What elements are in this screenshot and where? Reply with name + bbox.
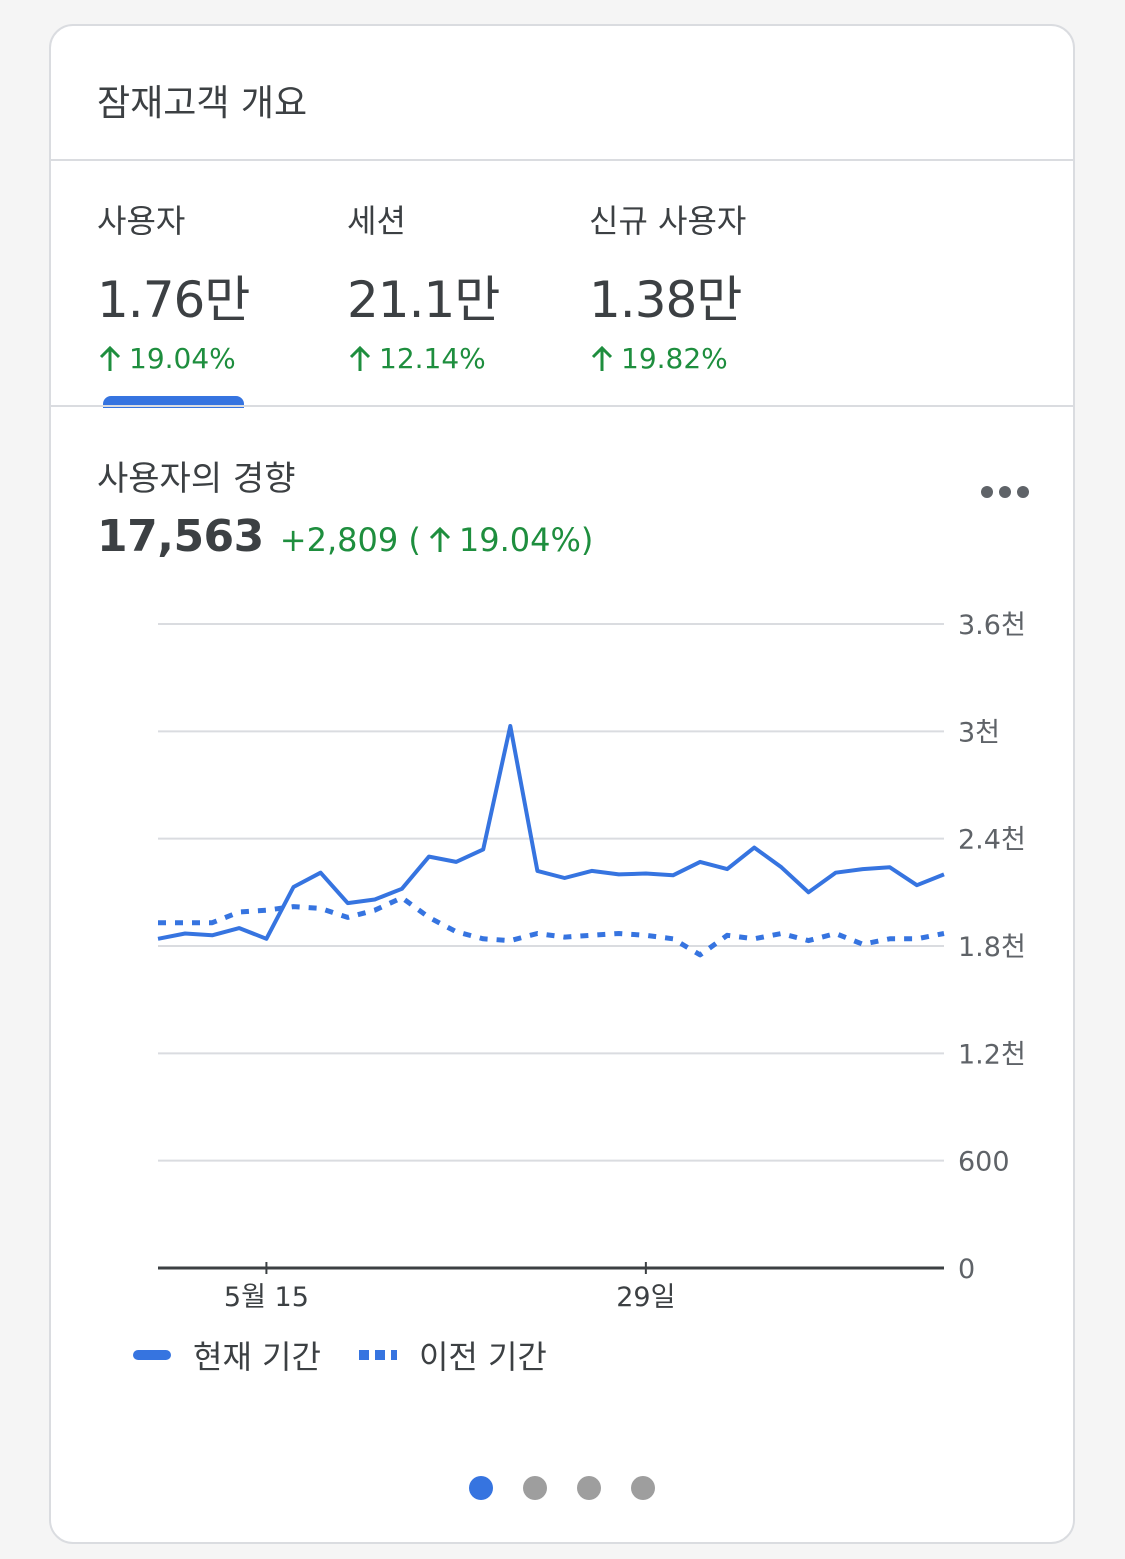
audience-overview-card: 잠재고객 개요 사용자 1.76만 19.04% 세션 21.1만 12.14%… (49, 24, 1075, 1544)
metric-label: 사용자 (97, 202, 186, 240)
y-tick-label: 3천 (958, 717, 1000, 748)
trend-change-prefix: +2,809 ( (279, 521, 421, 559)
chart-legend: 현재 기간 이전 기간 (133, 1332, 585, 1378)
legend-previous-label: 이전 기간 (418, 1338, 547, 1376)
y-tick-label: 3.6천 (958, 610, 1026, 641)
trend-change-pct: 19.04%) (458, 521, 594, 559)
x-tick-label: 5월 15 (224, 1282, 309, 1313)
pagination-dots (469, 1476, 655, 1500)
solid-line-swatch (133, 1350, 171, 1360)
metric-delta: 12.14% (347, 342, 499, 375)
trend-value: 17,563 (97, 511, 264, 562)
users-trend-chart: 3.6천 3천 2.4천 1.8천 1.2천 600 0 5월 15 29일 (157, 610, 1026, 1313)
arrow-up-icon (429, 526, 450, 552)
divider (51, 159, 1073, 161)
arrow-up-icon (99, 345, 121, 371)
metric-delta-value: 19.82% (621, 342, 728, 375)
metric-delta-value: 12.14% (379, 342, 486, 375)
arrow-up-icon (591, 345, 613, 371)
series-line-current (157, 724, 945, 941)
legend-current-label: 현재 기간 (193, 1338, 321, 1376)
pagination-dot[interactable] (469, 1476, 493, 1500)
metric-delta: 19.04% (97, 342, 249, 375)
pagination-dot[interactable] (577, 1476, 601, 1500)
x-tick-label: 29일 (616, 1282, 675, 1313)
trend-title: 사용자의 경향 (97, 459, 296, 499)
metric-delta-value: 19.04% (129, 342, 236, 375)
more-options-icon[interactable] (981, 478, 1041, 506)
metric-label: 신규 사용자 (589, 202, 747, 240)
trend-summary: 17,563 +2,809 ( 19.04%) (97, 511, 593, 562)
divider (51, 405, 1073, 407)
metric-tab-new-users[interactable]: 신규 사용자 1.38만 19.82% (589, 196, 746, 375)
pagination-dot[interactable] (523, 1476, 547, 1500)
y-tick-label: 600 (958, 1147, 1010, 1178)
series-line-previous (158, 895, 945, 958)
trend-change: +2,809 ( 19.04%) (280, 521, 594, 559)
dotted-line-swatch (358, 1350, 397, 1360)
metric-tab-sessions[interactable]: 세션 21.1만 12.14% (347, 196, 500, 375)
metric-tab-users[interactable]: 사용자 1.76만 19.04% (97, 196, 250, 375)
y-tick-label: 1.8천 (958, 932, 1026, 963)
legend-current[interactable]: 현재 기간 (133, 1332, 321, 1378)
metric-label: 세션 (347, 202, 406, 240)
metric-value: 1.76만 (97, 271, 250, 329)
metric-delta: 19.82% (589, 342, 746, 375)
card-title: 잠재고객 개요 (97, 83, 308, 124)
metric-value: 1.38만 (589, 271, 742, 329)
y-tick-label: 1.2천 (958, 1039, 1026, 1070)
legend-previous[interactable]: 이전 기간 (358, 1332, 547, 1378)
pagination-dot[interactable] (631, 1476, 655, 1500)
y-tick-label: 0 (958, 1254, 975, 1285)
metric-value: 21.1만 (347, 271, 500, 329)
arrow-up-icon (349, 345, 371, 371)
y-tick-label: 2.4천 (958, 825, 1026, 856)
